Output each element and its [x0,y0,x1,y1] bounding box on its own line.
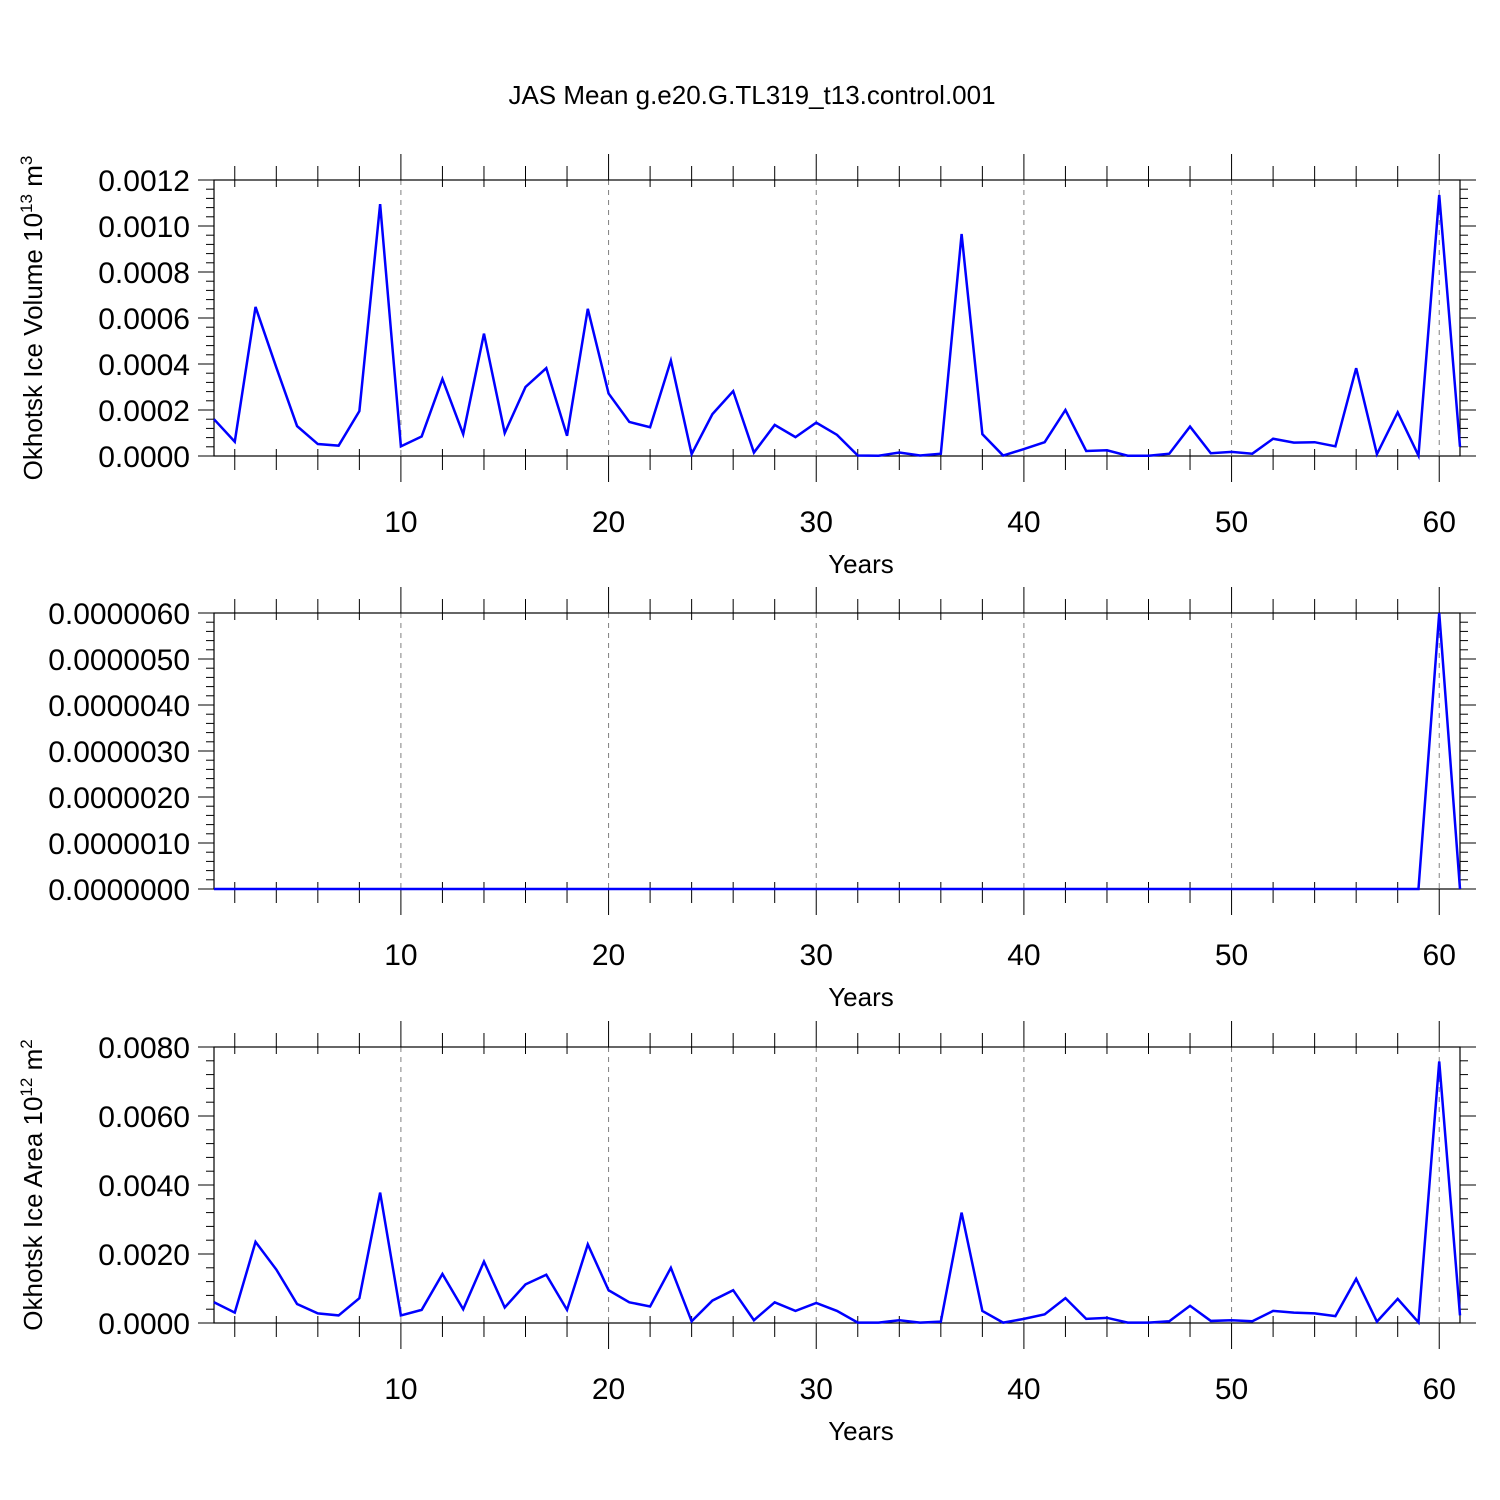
x-tick-label: 40 [1007,1373,1040,1406]
x-tick-label: 30 [800,1373,833,1406]
y-tick-label: 0.0004 [98,349,190,382]
y-tick-label: 0.0006 [98,303,190,336]
series-line [214,612,1462,891]
series-line [213,1061,1462,1326]
x-tick-label: 10 [384,939,417,972]
x-tick-label: 30 [800,939,833,972]
middle-panel: 10 20 30 40 50 60 0.0000000 0.0000010 0.0000020 0… [48,587,1476,1012]
x-tick-label: 40 [1007,506,1040,539]
y-tick-label: 0.0000030 [48,736,190,769]
x-tick-label: 60 [1423,1373,1456,1406]
plot-frame [213,179,1461,457]
x-tick-label: 60 [1423,939,1456,972]
x-axis-label: Years [828,549,894,579]
y-tick-label: 0.0000010 [48,828,190,861]
chart-title: JAS Mean g.e20.G.TL319_t13.control.001 [508,80,995,110]
x-tick-label: 10 [384,1373,417,1406]
y-tick-label: 0.0010 [98,211,190,244]
y-tick-label: 0.0080 [98,1032,190,1065]
x-tick-label: 20 [592,1373,625,1406]
y-tick-label: 0.0002 [98,395,190,428]
y-tick-label: 0.0000050 [48,644,190,677]
ice-volume-panel: 10 20 30 40 50 60 0.0000 0.0002 0.0004 0.0006 0.00… [17,154,1476,579]
ice-area-panel: 10 20 30 40 50 60 0.0000 0.0020 0.0040 0.0060 0.00… [17,1021,1476,1446]
x-tick-label: 20 [592,506,625,539]
y-axis-label: Okhotsk Ice Volume 1013 m3 [17,156,48,481]
y-tick-label: 0.0000060 [48,598,190,631]
y-axis-label: Okhotsk Ice Area 1012 m2 [17,1039,48,1330]
y-tick-label: 0.0000040 [48,690,190,723]
x-tick-label: 60 [1423,506,1456,539]
y-tick-label: 0.0060 [98,1101,190,1134]
x-tick-label: 40 [1007,939,1040,972]
x-tick-label: 50 [1215,506,1248,539]
y-tick-label: 0.0008 [98,257,190,290]
x-tick-label: 50 [1215,939,1248,972]
x-tick-label: 10 [384,506,417,539]
y-tick-label: 0.0000 [98,1308,190,1341]
y-tick-label: 0.0000 [98,441,190,474]
x-axis-label: Years [828,1416,894,1446]
x-tick-label: 50 [1215,1373,1248,1406]
x-axis-label: Years [828,982,894,1012]
y-tick-label: 0.0000020 [48,782,190,815]
x-tick-label: 20 [592,939,625,972]
y-tick-label: 0.0000000 [48,874,190,907]
series-line [213,194,1462,461]
y-tick-label: 0.0012 [98,165,190,198]
y-tick-label: 0.0020 [98,1239,190,1272]
y-tick-label: 0.0040 [98,1170,190,1203]
plot-frame [213,1046,1461,1324]
x-tick-label: 30 [800,506,833,539]
